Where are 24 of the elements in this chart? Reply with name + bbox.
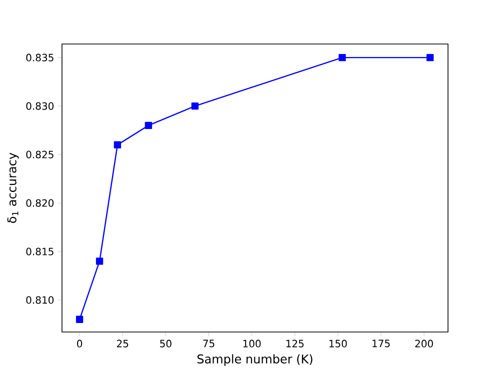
y-tick-label: 0.830 bbox=[26, 102, 54, 110]
point bbox=[426, 54, 434, 62]
y-tick-label: 0.825 bbox=[26, 150, 54, 158]
x-tick-label: 200 bbox=[415, 340, 433, 348]
x-tick-label: 125 bbox=[286, 340, 304, 348]
point bbox=[191, 102, 199, 110]
point bbox=[114, 141, 122, 148]
x-tick-label: 150 bbox=[329, 340, 347, 348]
x-tick-label: 100 bbox=[243, 340, 261, 348]
y-axis-title: δ$_{1}$ accuracy bbox=[7, 152, 19, 223]
y-tick-label: 0.820 bbox=[26, 199, 54, 207]
x-tick-label: 0 bbox=[77, 340, 82, 348]
x-tick-label: 50 bbox=[160, 340, 172, 348]
x-axis-title: Sample number (K) bbox=[197, 354, 312, 366]
x-tick-label: 175 bbox=[372, 340, 390, 348]
point bbox=[76, 316, 84, 323]
point bbox=[96, 258, 104, 265]
point bbox=[338, 54, 346, 62]
y-tick-label: 0.835 bbox=[26, 54, 54, 62]
x-tick-label: 25 bbox=[117, 340, 128, 348]
point bbox=[144, 122, 152, 130]
y-tick-label: 0.815 bbox=[26, 248, 54, 256]
x-tick-label: 75 bbox=[203, 340, 214, 348]
y-tick-label: 0.810 bbox=[26, 296, 54, 304]
